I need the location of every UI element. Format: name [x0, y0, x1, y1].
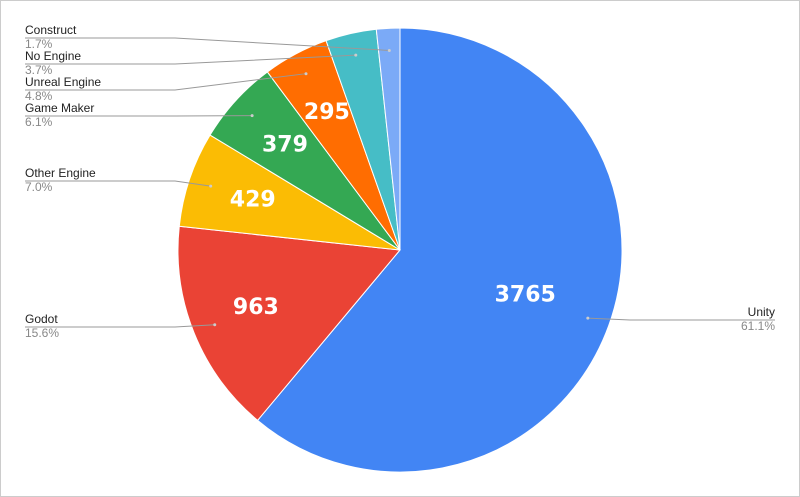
leader-dot [354, 53, 358, 57]
leader-dot [250, 114, 254, 118]
slice-name: Unreal Engine [25, 75, 101, 89]
slice-value-label: 963 [233, 295, 279, 320]
pie-slice [256, 27, 623, 473]
leader-dot [213, 323, 217, 327]
leader-line [25, 54, 356, 65]
slice-name: Game Maker [25, 101, 94, 115]
slice-percent: 61.1% [741, 319, 775, 333]
slice-name: No Engine [25, 49, 81, 63]
leader-line [25, 73, 307, 91]
slice-value-label: 3765 [495, 282, 556, 307]
leader-dot [586, 316, 590, 320]
slice-percent: 15.6% [25, 326, 59, 340]
slice-name: Other Engine [25, 166, 96, 180]
slice-value-label: 295 [304, 100, 350, 125]
slice-percent: 1.7% [25, 37, 53, 51]
slice-name: Unity [748, 305, 775, 319]
pie-slice [375, 27, 401, 251]
slice-percent: 7.0% [25, 180, 53, 194]
slice-percent: 3.7% [25, 63, 53, 77]
slice-value-label: 429 [230, 187, 276, 212]
leader-line [587, 317, 775, 321]
leader-line [25, 37, 390, 51]
slice-value-label: 379 [262, 133, 308, 158]
slice-percent: 4.8% [25, 89, 53, 103]
slice-percent: 6.1% [25, 115, 53, 129]
leader-dot [304, 72, 308, 76]
pie-slice [177, 225, 401, 422]
leader-dot [209, 184, 213, 188]
slice-name: Godot [25, 312, 58, 326]
slice-name: Construct [25, 23, 77, 37]
leader-line [25, 324, 215, 328]
leader-line [25, 180, 211, 187]
leader-dot [387, 48, 391, 52]
